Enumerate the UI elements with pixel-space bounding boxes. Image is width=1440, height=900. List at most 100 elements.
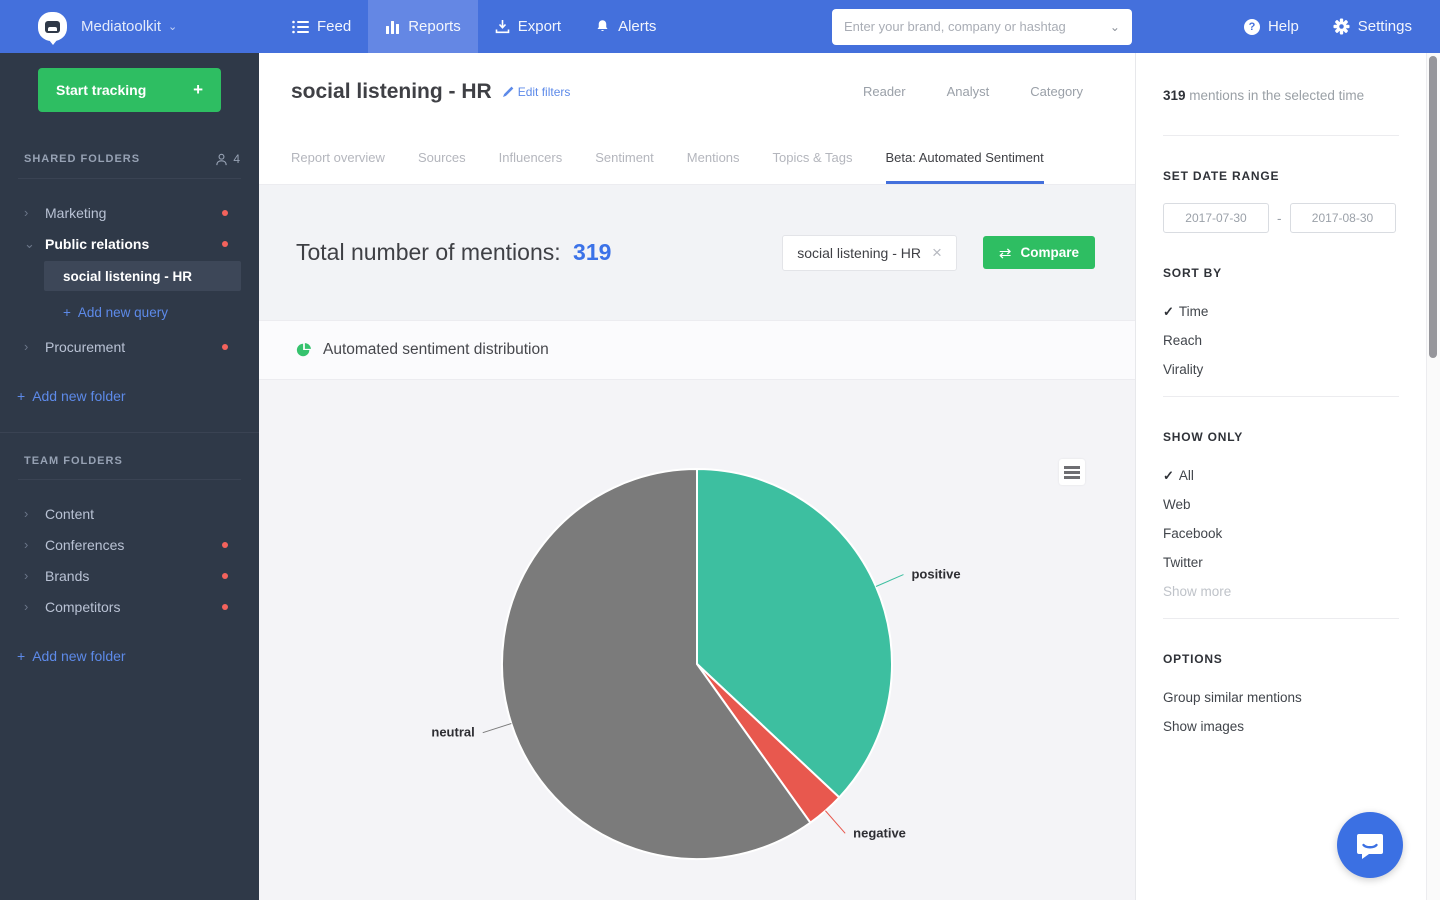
- sidebar-folder-public-relations[interactable]: ⌄ Public relations: [0, 228, 259, 259]
- scrollbar-thumb[interactable]: [1429, 56, 1437, 358]
- add-new-folder-label: Add new folder: [32, 388, 125, 404]
- sort-option-label: Time: [1179, 304, 1209, 319]
- member-count-value: 4: [233, 152, 241, 166]
- sidebar-query-social-listening-hr[interactable]: social listening - HR: [44, 261, 241, 291]
- total-mentions-label: Total number of mentions:: [296, 239, 561, 265]
- sentiment-pie-svg[interactable]: positivenegativeneutral: [259, 380, 1135, 899]
- primary-nav: Feed Reports Export Alerts: [275, 0, 673, 53]
- chevron-right-icon: ›: [24, 537, 45, 552]
- help-button[interactable]: ? Help: [1244, 18, 1299, 35]
- show-only-facebook[interactable]: Facebook: [1163, 519, 1426, 548]
- settings-button[interactable]: Settings: [1333, 18, 1412, 35]
- edit-filters-label: Edit filters: [518, 85, 571, 99]
- sentiment-section-title: Automated sentiment distribution: [323, 341, 549, 359]
- view-mode-switcher: Reader Analyst Category: [863, 84, 1083, 99]
- search-input[interactable]: [844, 19, 1110, 34]
- nav-reports[interactable]: Reports: [368, 0, 478, 53]
- nav-alerts[interactable]: Alerts: [578, 0, 673, 53]
- shared-folder-list: › Marketing ⌄ Public relations social li…: [0, 197, 259, 362]
- nav-reports-label: Reports: [408, 18, 461, 35]
- add-new-query-button[interactable]: + Add new query: [63, 299, 259, 325]
- sidebar-folder-marketing[interactable]: › Marketing: [0, 197, 259, 228]
- main-content: social listening - HR Edit filters Reade…: [259, 53, 1135, 900]
- close-icon[interactable]: ×: [932, 244, 942, 261]
- add-new-folder-button-team[interactable]: + Add new folder: [17, 648, 259, 664]
- brand-name: Mediatoolkit: [81, 18, 161, 35]
- view-mode-category[interactable]: Category: [1030, 84, 1083, 99]
- tab-sources[interactable]: Sources: [418, 130, 466, 184]
- add-new-folder-button[interactable]: + Add new folder: [17, 388, 259, 404]
- panel-divider: [1163, 618, 1399, 619]
- brand-search-box[interactable]: ⌄: [832, 9, 1132, 45]
- sidebar-folder-procurement[interactable]: › Procurement: [0, 331, 259, 362]
- plus-icon: +: [17, 648, 25, 664]
- show-only-twitter[interactable]: Twitter: [1163, 548, 1426, 577]
- option-show-images[interactable]: Show images: [1163, 712, 1426, 741]
- tab-topics-tags[interactable]: Topics & Tags: [773, 130, 853, 184]
- tab-beta-automated-sentiment[interactable]: Beta: Automated Sentiment: [886, 130, 1044, 184]
- show-only-web[interactable]: Web: [1163, 490, 1426, 519]
- view-mode-reader[interactable]: Reader: [863, 84, 906, 99]
- search-caret-icon[interactable]: ⌄: [1110, 20, 1120, 34]
- nav-export[interactable]: Export: [478, 0, 578, 53]
- folder-label: Brands: [45, 568, 89, 584]
- notification-dot: [222, 542, 228, 548]
- tab-mentions[interactable]: Mentions: [687, 130, 740, 184]
- pie-label-connector-neutral: [483, 724, 512, 733]
- folder-label: Public relations: [45, 236, 149, 252]
- folder-label: Competitors: [45, 599, 120, 615]
- brand-area[interactable]: Mediatoolkit ⌄: [0, 12, 259, 41]
- nav-feed-label: Feed: [317, 18, 351, 35]
- sidebar-folder-content[interactable]: › Content: [0, 498, 259, 529]
- total-mentions-section: Total number of mentions: 319 social lis…: [259, 185, 1135, 320]
- sidebar-folder-conferences[interactable]: › Conferences: [0, 529, 259, 560]
- edit-filters-button[interactable]: Edit filters: [503, 85, 571, 99]
- brand-caret-icon[interactable]: ⌄: [168, 20, 177, 33]
- hamburger-icon: [1064, 466, 1080, 469]
- team-folders-header: TEAM FOLDERS: [18, 455, 241, 480]
- sidebar-folder-brands[interactable]: › Brands: [0, 560, 259, 591]
- nav-feed[interactable]: Feed: [275, 0, 368, 53]
- sidebar-folder-competitors[interactable]: › Competitors: [0, 591, 259, 622]
- nav-export-label: Export: [518, 18, 561, 35]
- sort-option-virality[interactable]: Virality: [1163, 355, 1426, 384]
- date-from-input[interactable]: [1163, 203, 1269, 233]
- tab-influencers[interactable]: Influencers: [499, 130, 563, 184]
- feed-list-icon: [292, 20, 309, 34]
- tab-sentiment[interactable]: Sentiment: [595, 130, 654, 184]
- folder-label: Marketing: [45, 205, 106, 221]
- start-tracking-button[interactable]: Start tracking +: [38, 68, 221, 112]
- shared-folders-header: SHARED FOLDERS 4: [18, 152, 241, 179]
- sort-option-time[interactable]: ✓ Time: [1163, 297, 1426, 326]
- query-tag-label: social listening - HR: [797, 245, 921, 261]
- hamburger-icon: [1064, 476, 1080, 479]
- pie-label-connector-positive: [876, 575, 904, 587]
- chat-bubble-icon: [1355, 830, 1385, 860]
- chevron-right-icon: ›: [24, 506, 45, 521]
- show-more-link[interactable]: Show more: [1163, 577, 1426, 606]
- notification-dot: [222, 573, 228, 579]
- show-more-label: Show more: [1163, 584, 1231, 599]
- compare-button[interactable]: ⇄ Compare: [983, 236, 1095, 269]
- plus-icon: +: [193, 80, 203, 100]
- scrollbar-track[interactable]: [1426, 53, 1440, 900]
- show-only-label: Facebook: [1163, 526, 1222, 541]
- start-tracking-label: Start tracking: [56, 82, 146, 98]
- add-new-folder-label: Add new folder: [32, 648, 125, 664]
- show-only-title: SHOW ONLY: [1163, 430, 1426, 444]
- bell-icon: [595, 19, 610, 34]
- show-only-all[interactable]: ✓ All: [1163, 461, 1426, 490]
- date-range-inputs: -: [1163, 203, 1426, 233]
- help-label: Help: [1268, 18, 1299, 35]
- tab-report-overview[interactable]: Report overview: [291, 130, 385, 184]
- intercom-chat-button[interactable]: [1337, 812, 1403, 878]
- option-group-similar-mentions[interactable]: Group similar mentions: [1163, 683, 1426, 712]
- date-to-input[interactable]: [1290, 203, 1396, 233]
- left-sidebar: Start tracking + SHARED FOLDERS 4 › Mark…: [0, 53, 259, 900]
- sort-option-reach[interactable]: Reach: [1163, 326, 1426, 355]
- download-icon: [495, 19, 510, 34]
- chart-export-menu-button[interactable]: [1059, 459, 1085, 485]
- bar-chart-icon: [385, 20, 400, 34]
- view-mode-analyst[interactable]: Analyst: [947, 84, 990, 99]
- report-header: social listening - HR Edit filters Reade…: [259, 53, 1135, 130]
